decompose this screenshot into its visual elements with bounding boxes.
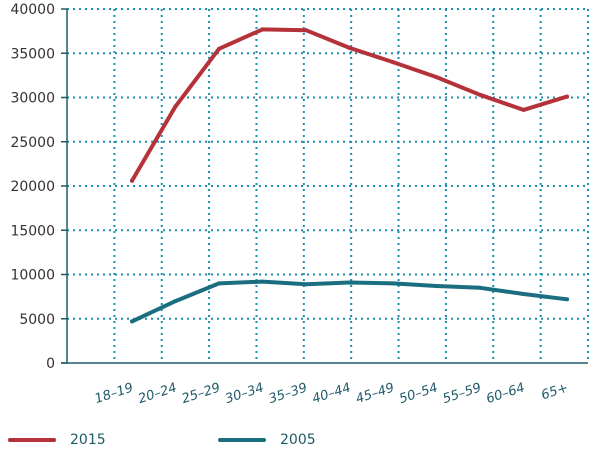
y-tick-label: 5000 [19, 312, 55, 328]
data-point-2015 [565, 94, 569, 99]
y-tick-label: 10000 [10, 268, 55, 284]
y-tick-label: 20000 [10, 179, 55, 195]
y-tick-label: 30000 [10, 91, 55, 107]
data-point-2015 [478, 92, 482, 97]
grid-lines [67, 8, 589, 363]
x-tick-label: 50–54 [397, 381, 439, 408]
x-tick-label: 20–24 [136, 381, 178, 408]
x-axis-ticks: 18–19 20–24 25–29 30–34 35–39 40–44 45–49 50–54… [93, 381, 570, 408]
y-tick-label: 40000 [10, 2, 55, 18]
x-tick-label: 45–49 [354, 381, 396, 408]
data-point-2005 [521, 291, 526, 296]
data-point-2015 [130, 178, 134, 183]
x-tick-label: 40–44 [310, 381, 352, 408]
x-tick-label: 35–39 [267, 381, 309, 408]
legend-swatch-2005 [218, 438, 266, 442]
legend-label-2005: 2005 [280, 432, 316, 448]
data-point-2005 [173, 299, 178, 304]
data-point-2015 [217, 46, 221, 51]
y-tick-label: 25000 [10, 135, 55, 151]
series-lines [130, 27, 569, 324]
x-tick-label: 18–19 [93, 381, 135, 408]
legend-item-2005: 2005 [218, 430, 316, 450]
data-point-2005 [391, 281, 395, 286]
data-point-2015 [260, 27, 265, 32]
data-point-2005 [260, 279, 265, 284]
x-tick-label: 30–34 [223, 381, 265, 408]
legend-item-2015: 2015 [8, 430, 106, 450]
data-point-2015 [434, 75, 439, 80]
data-point-2005 [565, 297, 569, 302]
data-point-2015 [391, 60, 395, 65]
data-point-2015 [521, 107, 526, 112]
series-line-2005 [130, 279, 569, 324]
y-tick-label: 15000 [10, 223, 55, 239]
data-point-2015 [347, 45, 352, 50]
y-tick-label: 0 [46, 356, 55, 372]
y-tick-label: 35000 [10, 46, 55, 62]
x-tick-label: 65+ [540, 381, 571, 404]
data-point-2005 [434, 284, 439, 289]
data-point-2005 [304, 282, 308, 287]
legend-label-2015: 2015 [70, 432, 106, 448]
data-point-2005 [478, 285, 482, 290]
data-point-2005 [217, 281, 221, 286]
data-point-2005 [347, 280, 352, 285]
axes [61, 8, 588, 364]
x-tick-label: 60–64 [484, 381, 526, 408]
data-point-2005 [130, 319, 134, 324]
x-tick-label: 55–59 [441, 381, 483, 408]
data-point-2015 [173, 104, 178, 109]
data-point-2015 [304, 28, 308, 33]
legend-swatch-2015 [8, 438, 56, 442]
series-line-2015 [130, 27, 569, 183]
x-tick-label: 25–29 [180, 381, 222, 408]
y-axis-ticks: 0 5000 10000 15000 20000 25000 30000 35000 40000 [10, 2, 55, 372]
